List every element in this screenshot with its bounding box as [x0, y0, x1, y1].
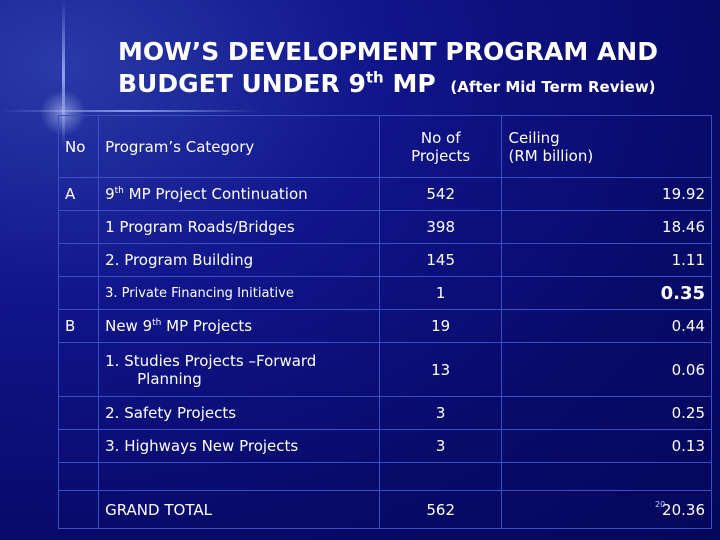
row-ceiling: 0.06 — [501, 342, 712, 397]
row-category-line2: Planning — [137, 369, 202, 388]
title-line-2: BUDGET UNDER 9th MP (After Mid Term Revi… — [118, 68, 708, 103]
row-category-sup: th — [152, 318, 162, 328]
row-no — [57, 210, 100, 244]
title-line-2-end: MP — [383, 69, 436, 98]
row-ceiling: 19.92 — [501, 177, 712, 211]
row-no — [57, 342, 100, 397]
row-ceiling: 0.13 — [501, 429, 712, 463]
table-row-total: GRAND TOTAL 562 20.36 — [57, 490, 712, 529]
table-row: 2. Program Building 145 1.11 — [57, 243, 712, 277]
row-projects: 19 — [378, 309, 503, 343]
row-ceiling: 20.36 — [501, 490, 712, 529]
row-ceiling: 0.44 — [501, 309, 712, 343]
table-header-row: No Program’s Category No of Projects Cei… — [57, 115, 712, 178]
header-ceiling-line2: (RM billion) — [508, 146, 594, 165]
row-projects: 398 — [378, 210, 503, 244]
decorative-glow-horizontal — [0, 110, 260, 112]
header-projects: No of Projects — [378, 115, 503, 178]
row-no: A — [57, 177, 100, 211]
row-category-post: MP Project Continuation — [123, 185, 308, 203]
budget-table: No Program’s Category No of Projects Cei… — [57, 115, 712, 529]
title-line-2-sup: th — [365, 68, 384, 87]
row-category: 3. Highways New Projects — [98, 429, 380, 463]
row-no — [57, 276, 100, 310]
row-category — [98, 462, 380, 491]
table-row: A 9th MP Project Continuation 542 19.92 — [57, 177, 712, 211]
table-row: 3. Highways New Projects 3 0.13 — [57, 429, 712, 463]
row-category-line1: 1. Studies Projects –Forward — [105, 351, 317, 370]
row-category: GRAND TOTAL — [98, 490, 380, 529]
row-ceiling — [501, 462, 712, 491]
row-projects: 1 — [378, 276, 503, 310]
row-ceiling: 18.46 — [501, 210, 712, 244]
title-line-1: MOW’S DEVELOPMENT PROGRAM AND — [118, 37, 658, 66]
table-row: B New 9th MP Projects 19 0.44 — [57, 309, 712, 343]
header-no: No — [57, 115, 100, 178]
title-subtitle: (After Mid Term Review) — [450, 78, 656, 96]
header-category: Program’s Category — [98, 115, 380, 178]
table-row: 3. Private Financing Initiative 1 0.35 — [57, 276, 712, 310]
row-no — [57, 243, 100, 277]
row-projects: 13 — [378, 342, 503, 397]
row-category: 1. Studies Projects –Forward Planning — [98, 342, 380, 397]
row-category: 3. Private Financing Initiative — [98, 276, 380, 310]
row-no — [57, 490, 100, 529]
table-row: 2. Safety Projects 3 0.25 — [57, 396, 712, 430]
row-category: 9th MP Project Continuation — [98, 177, 380, 211]
row-no — [57, 429, 100, 463]
row-category-post: MP Projects — [161, 317, 253, 335]
header-projects-line1: No of — [420, 128, 461, 147]
header-ceiling-line1: Ceiling — [508, 128, 560, 147]
row-ceiling: 0.25 — [501, 396, 712, 430]
table-row: 1 Program Roads/Bridges 398 18.46 — [57, 210, 712, 244]
row-category: New 9th MP Projects — [98, 309, 380, 343]
row-category: 2. Program Building — [98, 243, 380, 277]
table-row-empty — [57, 462, 712, 491]
header-ceiling: Ceiling (RM billion) — [501, 115, 712, 178]
row-projects: 3 — [378, 429, 503, 463]
table-row: 1. Studies Projects –Forward Planning 13… — [57, 342, 712, 397]
row-projects: 542 — [378, 177, 503, 211]
title-line-2-main: BUDGET UNDER 9 — [118, 69, 366, 98]
row-category: 1 Program Roads/Bridges — [98, 210, 380, 244]
row-no — [57, 396, 100, 430]
row-category-pre: New 9 — [105, 317, 153, 335]
slide-title: MOW’S DEVELOPMENT PROGRAM AND BUDGET UND… — [118, 36, 708, 103]
row-no — [57, 462, 100, 491]
row-category-pre: 9 — [105, 185, 115, 203]
row-category: 2. Safety Projects — [98, 396, 380, 430]
slide-number: 20 — [655, 500, 666, 509]
row-category-sup: th — [114, 186, 124, 196]
row-projects — [378, 462, 503, 491]
row-projects: 145 — [378, 243, 503, 277]
header-projects-line2: Projects — [411, 146, 471, 165]
decorative-glow-vertical — [62, 0, 65, 150]
row-ceiling: 1.11 — [501, 243, 712, 277]
row-ceiling: 0.35 — [501, 276, 712, 310]
row-projects: 562 — [378, 490, 503, 529]
row-no: B — [57, 309, 100, 343]
row-projects: 3 — [378, 396, 503, 430]
